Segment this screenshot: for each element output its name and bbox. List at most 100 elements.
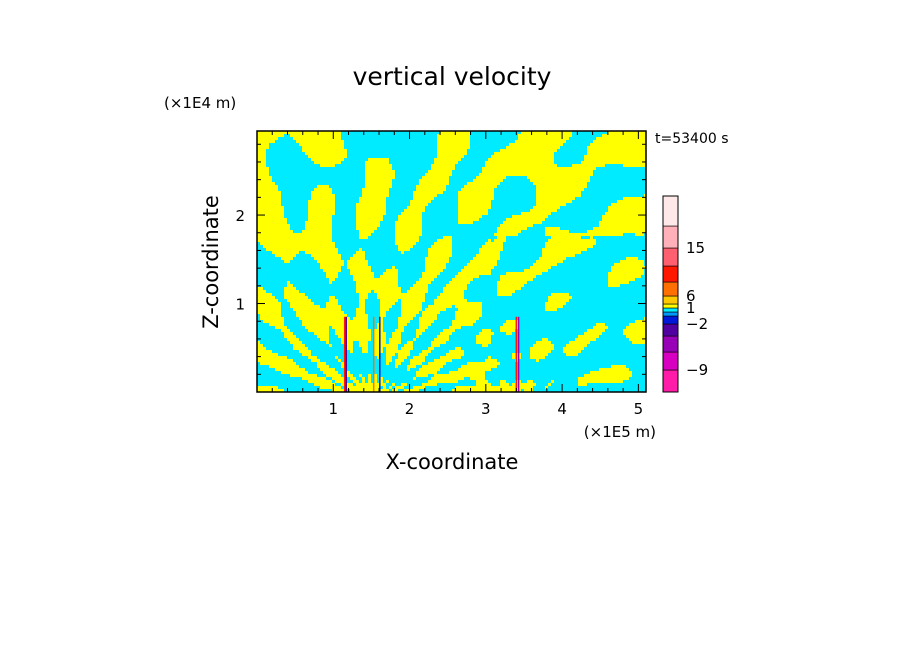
field-updraft-cell [380,308,389,311]
field-updraft-cell [302,377,326,380]
field-updraft-cell [347,347,353,350]
field-updraft-cell [608,278,635,281]
field-updraft-cell [449,350,464,353]
field-updraft-cell [356,290,371,293]
field-updraft-cell [425,269,443,272]
field-updraft-cell [260,242,335,245]
field-updraft-cell [527,380,533,383]
field-plume [343,316,346,392]
field-updraft-cell [536,359,539,362]
field-updraft-cell [332,389,347,392]
field-updraft-cell [536,341,551,344]
field-updraft-cell [356,311,365,314]
field-updraft-cell [257,308,281,311]
field-updraft-cell [434,359,452,362]
field-updraft-cell [419,326,428,329]
field-updraft-cell [257,359,293,362]
field-updraft-cell [395,233,422,236]
field-updraft-cell [416,374,428,377]
field-updraft-cell [335,332,371,335]
field-updraft-cell [395,242,416,245]
field-updraft-cell [290,341,302,344]
field-updraft-cell [530,356,545,359]
field-updraft-cell [284,293,305,296]
field-updraft-cell [629,338,646,341]
field-updraft-cell [257,224,290,227]
field-updraft-cell [257,299,278,302]
field-updraft-cell [566,353,578,356]
plot-frame [256,130,647,393]
field-updraft-cell [257,206,284,209]
field-updraft-cell [629,323,646,326]
field-updraft-cell [446,284,467,287]
field-updraft-cell [431,167,455,170]
field-updraft-cell [587,152,646,155]
field-updraft-cell [305,227,332,230]
field-updraft-cell [476,335,491,338]
field-updraft-cell [584,155,646,158]
field-updraft-cell [404,209,425,212]
field-updraft-cell [290,374,317,377]
field-updraft-cell [257,167,269,170]
field-updraft-cell [434,158,461,161]
field-updraft-cell [545,242,596,245]
field-updraft-cell [458,206,491,209]
field-updraft-cell [443,287,467,290]
field-updraft-cell [287,299,311,302]
field-updraft-cell [434,302,482,305]
field-updraft-cell [365,173,395,176]
colorbar-tick-label: 1 [686,299,696,317]
field-updraft-cell [383,272,398,275]
field-updraft-cell [506,320,518,323]
field-updraft-cell [500,149,557,152]
field-updraft-cell [320,164,335,167]
field-updraft-cell [257,209,284,212]
field-updraft-cell [608,284,620,287]
velocity-field [257,131,646,392]
field-updraft-cell [257,230,293,233]
field-updraft-cell [413,284,428,287]
field-updraft-cell [452,323,473,326]
field-updraft-cell [425,257,449,260]
field-updraft-cell [602,134,646,137]
field-updraft-cell [635,320,646,323]
field-updraft-cell [407,341,413,344]
field-updraft-cell [350,389,389,392]
field-plume [345,316,347,392]
field-updraft-cell [398,320,410,323]
field-updraft-cell [257,293,272,296]
field-updraft-cell [356,203,386,206]
field-updraft-cell [386,359,392,362]
field-updraft-cell [407,365,416,368]
field-updraft-cell [257,212,284,215]
field-updraft-cell [458,200,491,203]
field-updraft-cell [362,191,389,194]
colorbar-band [662,323,679,337]
field-updraft-cell [311,359,320,362]
field-updraft-cell [395,362,401,365]
field-updraft-cell [359,197,386,200]
time-label: t=53400 s [655,131,729,147]
field-updraft-cell [257,131,341,134]
field-updraft-cell [620,260,644,263]
field-updraft-cell [428,170,452,173]
field-updraft-cell [257,152,266,155]
field-updraft-cell [506,218,545,221]
field-updraft-cell [590,143,646,146]
field-updraft-cell [407,206,425,209]
field-updraft-cell [599,368,629,371]
field-updraft-cell [476,341,491,344]
field-updraft-cell [464,185,497,188]
field-updraft-cell [485,359,497,362]
field-updraft-cell [380,377,383,380]
field-updraft-cell [395,386,404,389]
field-updraft-cell [359,236,368,239]
field-updraft-cell [257,311,281,314]
field-updraft-cell [302,323,368,326]
field-updraft-cell [314,188,332,191]
field-updraft-cell [602,215,646,218]
x-tick-label: 5 [634,400,644,418]
field-updraft-cell [323,269,341,272]
field-updraft-cell [494,152,554,155]
field-updraft-cell [401,251,404,254]
